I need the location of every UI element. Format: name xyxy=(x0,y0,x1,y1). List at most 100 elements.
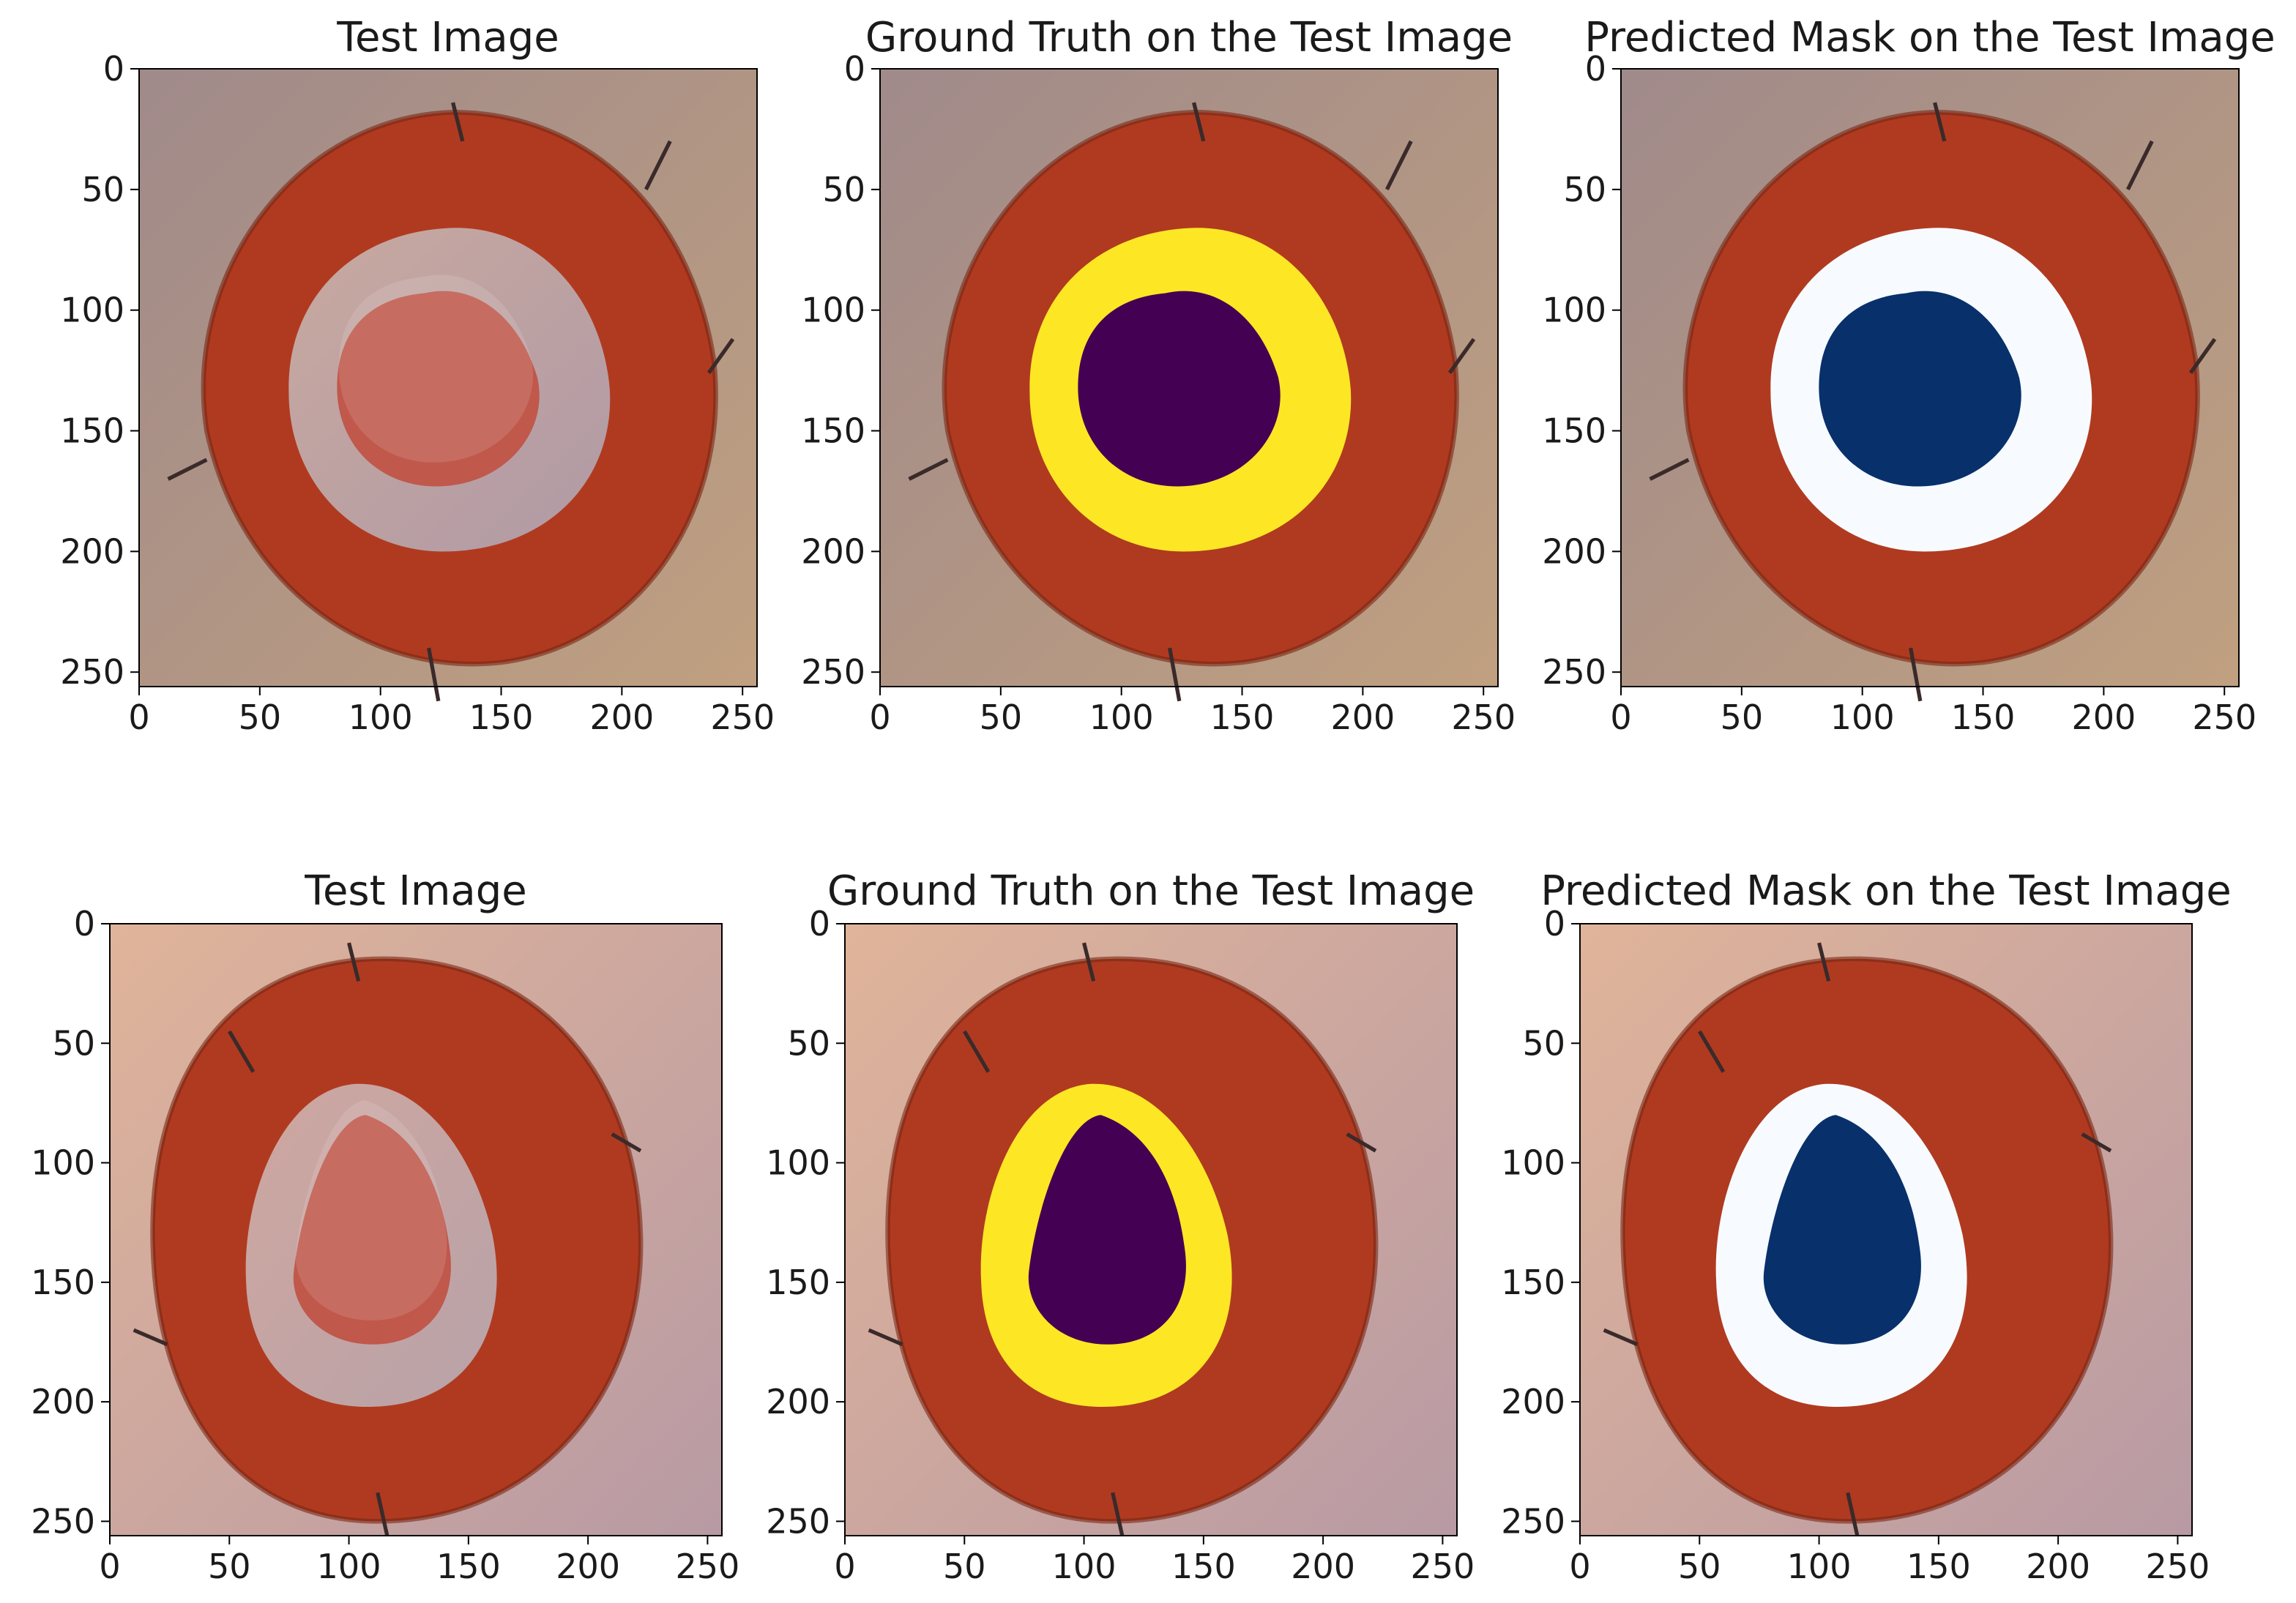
x-tick-label: 150 xyxy=(1951,698,2016,737)
panel-title: Test Image xyxy=(336,14,559,61)
stitch xyxy=(1817,942,1831,982)
wound-image xyxy=(845,924,1457,1536)
panel-title: Ground Truth on the Test Image xyxy=(865,14,1513,61)
stitch xyxy=(1603,1328,1639,1347)
y-tick-label: 50 xyxy=(52,1023,95,1063)
y-tick-label: 0 xyxy=(103,49,124,89)
stitch xyxy=(1698,1030,1726,1073)
wound-image xyxy=(110,924,722,1536)
x-tick-label: 50 xyxy=(1678,1547,1721,1586)
y-tick-label: 0 xyxy=(809,904,830,944)
y-tick-label: 150 xyxy=(766,1263,830,1302)
stitch xyxy=(376,1492,390,1536)
stitch xyxy=(644,140,672,191)
x-tick-label: 200 xyxy=(2071,698,2136,737)
stitch xyxy=(868,1328,903,1347)
x-tick-label: 200 xyxy=(1330,698,1395,737)
axes-frame xyxy=(879,68,1499,687)
ground-truth-inner-region xyxy=(1028,1115,1186,1345)
y-tick-label: 200 xyxy=(1501,1382,1565,1421)
y-tick-label: 100 xyxy=(766,1143,830,1183)
x-tick-label: 50 xyxy=(980,698,1023,737)
y-tick-label: 200 xyxy=(801,531,865,571)
stitch xyxy=(347,942,361,982)
y-tick-label: 100 xyxy=(31,1143,95,1183)
stitch xyxy=(1846,1492,1860,1536)
x-tick-label: 250 xyxy=(2146,1547,2210,1586)
x-tick-label: 100 xyxy=(317,1547,381,1586)
stitch xyxy=(2081,1132,2112,1153)
wound-image xyxy=(1580,924,2192,1536)
x-tick-label: 200 xyxy=(556,1547,620,1586)
stitch xyxy=(1447,337,1476,374)
stitch xyxy=(1192,102,1206,142)
y-tick-label: 50 xyxy=(81,170,124,209)
y-tick-label: 150 xyxy=(1542,411,1606,451)
y-tick-label: 50 xyxy=(822,170,865,209)
x-tick-label: 150 xyxy=(436,1547,501,1586)
x-tick-label: 50 xyxy=(239,698,282,737)
stitch xyxy=(1933,102,1947,142)
wound-image xyxy=(880,69,1498,702)
x-tick-label: 250 xyxy=(676,1547,740,1586)
panel-title: Ground Truth on the Test Image xyxy=(827,867,1475,915)
stitch xyxy=(1168,647,1182,702)
axes-frame xyxy=(1620,68,2240,687)
x-tick-label: 50 xyxy=(1721,698,1764,737)
y-tick-label: 250 xyxy=(1542,652,1606,692)
y-tick-label: 250 xyxy=(766,1501,830,1541)
stitch xyxy=(611,1132,642,1153)
stitch xyxy=(2188,337,2217,374)
x-tick-label: 200 xyxy=(2026,1547,2090,1586)
y-tick-label: 150 xyxy=(1501,1263,1565,1302)
x-tick-label: 100 xyxy=(348,698,413,737)
panel-title: Test Image xyxy=(304,867,526,915)
panel-title: Predicted Mask on the Test Image xyxy=(1584,14,2275,61)
stitch xyxy=(1384,140,1413,191)
wound-image xyxy=(139,69,757,702)
stitch xyxy=(1649,457,1690,481)
stitch xyxy=(908,457,949,481)
stitch xyxy=(2125,140,2154,191)
stitch xyxy=(1082,942,1096,982)
y-tick-label: 0 xyxy=(74,904,95,944)
x-tick-label: 0 xyxy=(834,1547,855,1586)
y-tick-label: 250 xyxy=(60,652,124,692)
y-tick-label: 100 xyxy=(1542,291,1606,330)
stitch xyxy=(1909,647,1923,702)
x-tick-label: 0 xyxy=(1610,698,1631,737)
x-tick-label: 0 xyxy=(99,1547,120,1586)
y-tick-label: 100 xyxy=(801,291,865,330)
x-tick-label: 100 xyxy=(1830,698,1895,737)
y-tick-label: 150 xyxy=(60,411,124,451)
stitch xyxy=(133,1328,168,1347)
y-tick-label: 200 xyxy=(1542,531,1606,571)
x-tick-label: 100 xyxy=(1052,1547,1117,1586)
y-tick-label: 0 xyxy=(1544,904,1565,944)
x-tick-label: 200 xyxy=(589,698,654,737)
x-tick-label: 250 xyxy=(710,698,775,737)
y-tick-label: 250 xyxy=(1501,1501,1565,1541)
x-tick-label: 200 xyxy=(1291,1547,1355,1586)
predicted-inner-region xyxy=(1819,291,2021,487)
stitch xyxy=(707,337,735,374)
x-tick-label: 0 xyxy=(869,698,890,737)
ground-truth-inner-region xyxy=(1078,291,1281,487)
stitch xyxy=(963,1030,991,1073)
panel-title: Predicted Mask on the Test Image xyxy=(1540,867,2231,915)
x-tick-label: 100 xyxy=(1787,1547,1852,1586)
x-tick-label: 150 xyxy=(1171,1547,1236,1586)
axes-frame xyxy=(1579,923,2193,1536)
y-tick-label: 150 xyxy=(801,411,865,451)
y-tick-label: 0 xyxy=(1585,49,1606,89)
wound-core xyxy=(337,291,540,487)
y-tick-label: 200 xyxy=(766,1382,830,1421)
axes-frame xyxy=(138,68,758,687)
stitch xyxy=(1346,1132,1377,1153)
y-tick-label: 200 xyxy=(60,531,124,571)
wound-image xyxy=(1621,69,2239,702)
y-tick-label: 50 xyxy=(1522,1023,1565,1063)
x-tick-label: 150 xyxy=(1210,698,1275,737)
y-tick-label: 50 xyxy=(1563,170,1606,209)
